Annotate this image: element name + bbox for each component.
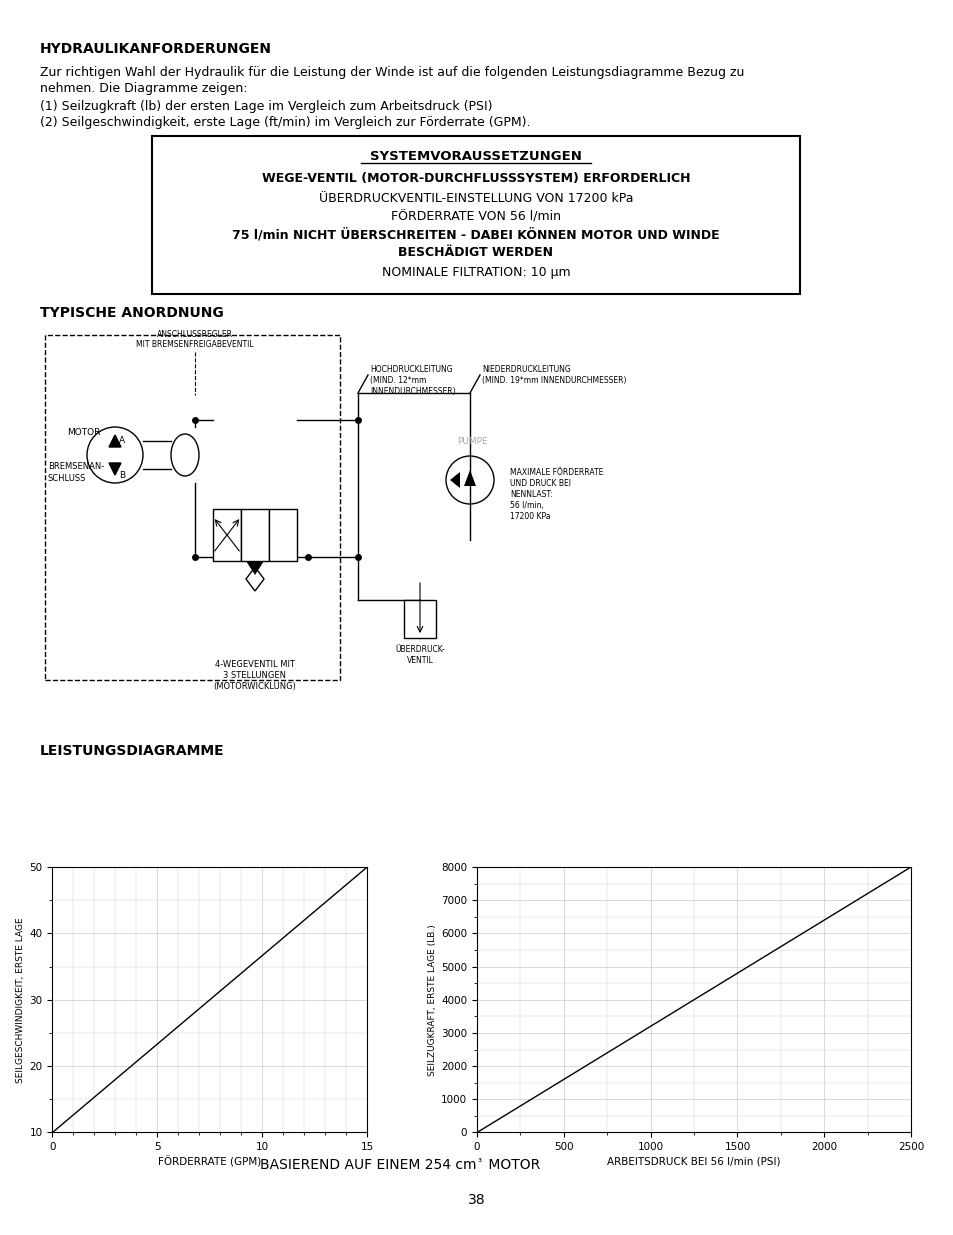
- Text: PUMPE: PUMPE: [456, 437, 487, 446]
- Text: 4-WEGEVENTIL MIT: 4-WEGEVENTIL MIT: [214, 659, 294, 669]
- Polygon shape: [463, 471, 476, 487]
- Text: INNENDURCHMESSER): INNENDURCHMESSER): [370, 387, 456, 396]
- Text: FÖRDERRATE VON 56 l/min: FÖRDERRATE VON 56 l/min: [391, 210, 560, 224]
- Y-axis label: SEILZUGKRAFT, ERSTE LAGE (LB.): SEILZUGKRAFT, ERSTE LAGE (LB.): [428, 924, 436, 1076]
- Text: 3 STELLUNGEN: 3 STELLUNGEN: [223, 671, 286, 680]
- Text: MAXIMALE FÖRDERRATE: MAXIMALE FÖRDERRATE: [510, 468, 602, 477]
- Bar: [269, 509, 296, 561]
- Text: Zur richtigen Wahl der Hydraulik für die Leistung der Winde ist auf die folgende: Zur richtigen Wahl der Hydraulik für die…: [40, 65, 743, 79]
- Text: TYPISCHE ANORDNUNG: TYPISCHE ANORDNUNG: [40, 306, 224, 320]
- Text: HYDRAULIKANFORDERUNGEN: HYDRAULIKANFORDERUNGEN: [40, 42, 272, 56]
- Polygon shape: [246, 561, 264, 576]
- Text: ÜBERDRUCKVENTIL-EINSTELLUNG VON 17200 kPa: ÜBERDRUCKVENTIL-EINSTELLUNG VON 17200 kP…: [318, 191, 633, 205]
- Bar: [213, 509, 241, 561]
- Text: 75 l/min NICHT ÜBERSCHREITEN - DABEI KÖNNEN MOTOR UND WINDE: 75 l/min NICHT ÜBERSCHREITEN - DABEI KÖN…: [232, 228, 720, 242]
- Text: 38: 38: [468, 1193, 485, 1207]
- Text: ÜBERDRUCK-: ÜBERDRUCK-: [395, 645, 444, 655]
- Text: 17200 KPa: 17200 KPa: [510, 513, 550, 521]
- Text: VENTIL: VENTIL: [406, 656, 433, 664]
- Polygon shape: [109, 435, 121, 447]
- Text: MOTOR: MOTOR: [67, 429, 100, 437]
- Text: B: B: [119, 471, 125, 480]
- Text: NIEDERDRUCKLEITUNG: NIEDERDRUCKLEITUNG: [481, 366, 570, 374]
- Text: (1) Seilzugkraft (lb) der ersten Lage im Vergleich zum Arbeitsdruck (PSI): (1) Seilzugkraft (lb) der ersten Lage im…: [40, 100, 492, 112]
- Y-axis label: SEILGESCHWINDIGKEIT, ERSTE LAGE: SEILGESCHWINDIGKEIT, ERSTE LAGE: [16, 916, 26, 1083]
- Text: nehmen. Die Diagramme zeigen:: nehmen. Die Diagramme zeigen:: [40, 82, 247, 95]
- Text: ³: ³: [476, 1158, 480, 1168]
- Text: ANSCHLUSSREGLER: ANSCHLUSSREGLER: [157, 330, 233, 338]
- Text: SYSTEMVORAUSSETZUNGEN: SYSTEMVORAUSSETZUNGEN: [370, 149, 581, 163]
- Bar: [45, 335, 339, 680]
- Bar: [403, 600, 436, 638]
- X-axis label: ARBEITSDRUCK BEI 56 l/min (PSI): ARBEITSDRUCK BEI 56 l/min (PSI): [607, 1156, 780, 1166]
- Text: A: A: [119, 436, 125, 445]
- Text: NENNLAST:: NENNLAST:: [510, 490, 552, 499]
- Text: SCHLUSS: SCHLUSS: [48, 474, 87, 483]
- Text: WEGE-VENTIL (MOTOR-DURCHFLUSSSYSTEM) ERFORDERLICH: WEGE-VENTIL (MOTOR-DURCHFLUSSSYSTEM) ERF…: [261, 172, 690, 185]
- Bar: [241, 509, 269, 561]
- Bar: [152, 136, 800, 294]
- Text: (MIND. 19*mm INNENDURCHMESSER): (MIND. 19*mm INNENDURCHMESSER): [481, 375, 626, 385]
- Text: NOMINALE FILTRATION: 10 μm: NOMINALE FILTRATION: 10 μm: [381, 266, 570, 279]
- Text: MOTOR: MOTOR: [483, 1158, 539, 1172]
- Text: (MIND. 12*mm: (MIND. 12*mm: [370, 375, 426, 385]
- Polygon shape: [109, 463, 121, 475]
- Text: UND DRUCK BEI: UND DRUCK BEI: [510, 479, 571, 488]
- Text: 56 l/min,: 56 l/min,: [510, 501, 543, 510]
- Text: LEISTUNGSDIAGRAMME: LEISTUNGSDIAGRAMME: [40, 743, 224, 758]
- Text: (MOTORWICKLUNG): (MOTORWICKLUNG): [213, 682, 296, 692]
- Text: HOCHDRUCKLEITUNG: HOCHDRUCKLEITUNG: [370, 366, 452, 374]
- Text: BESCHÄDIGT WERDEN: BESCHÄDIGT WERDEN: [398, 246, 553, 259]
- Polygon shape: [450, 472, 459, 488]
- X-axis label: FÖRDERRATE (GPM): FÖRDERRATE (GPM): [158, 1156, 261, 1168]
- Text: MIT BREMSENFREIGABEVENTIL: MIT BREMSENFREIGABEVENTIL: [136, 340, 253, 350]
- Text: BREMSENAN-: BREMSENAN-: [48, 462, 104, 471]
- Text: BASIEREND AUF EINEM 254 cm: BASIEREND AUF EINEM 254 cm: [260, 1158, 476, 1172]
- Text: (2) Seilgeschwindigkeit, erste Lage (ft/min) im Vergleich zur Förderrate (GPM).: (2) Seilgeschwindigkeit, erste Lage (ft/…: [40, 116, 530, 128]
